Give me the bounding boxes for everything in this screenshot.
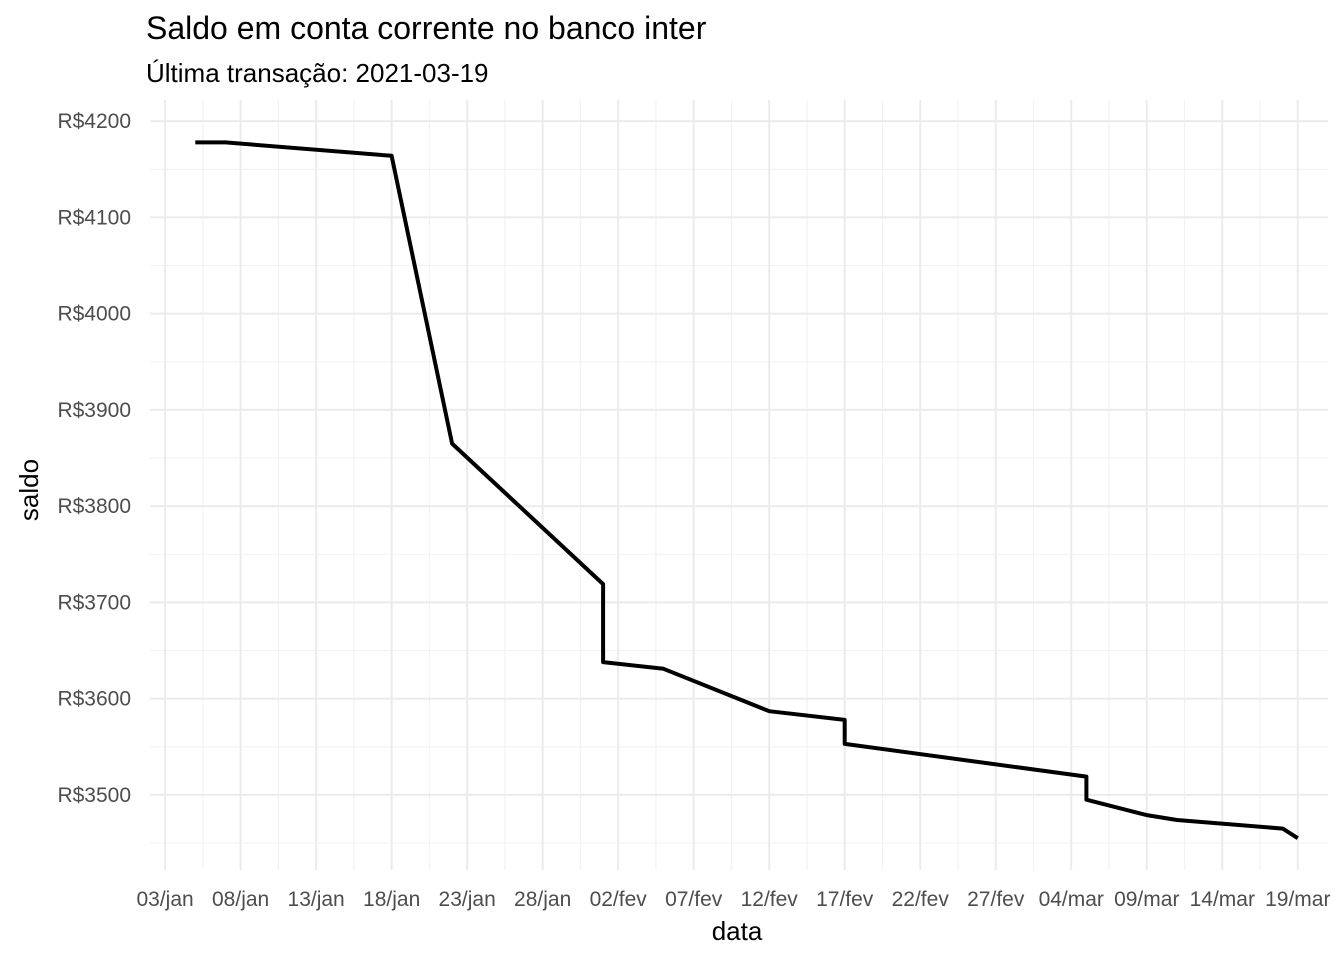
y-tick-label: R$3600 [57,688,131,711]
y-tick-label: R$3900 [57,399,131,422]
x-tick-label: 04/mar [1039,888,1104,911]
y-tick-labels: R$3500 R$3600 R$3700 R$3800 R$3900 R$4000 R$41… [57,110,131,807]
x-tick-label: 13/jan [288,888,345,911]
y-tick-label: R$4200 [57,110,131,133]
chart-title: Saldo em conta corrente no banco inter [146,10,707,46]
x-tick-label: 07/fev [665,888,723,911]
y-tick-label: R$4000 [57,303,131,326]
x-tick-labels: 03/jan 08/jan 13/jan 18/jan 23/jan 28/jan 02/f… [136,888,1330,911]
x-tick-label: 23/jan [439,888,496,911]
major-grid [150,100,1328,870]
x-tick-label: 28/jan [514,888,571,911]
series-group [195,140,1299,840]
x-tick-label: 27/fev [967,888,1025,911]
x-tick-label: 12/fev [741,888,799,911]
y-axis-title: saldo [14,459,44,521]
y-tick-label: R$3500 [57,784,131,807]
x-tick-label: 02/fev [590,888,648,911]
y-tick-label: R$4100 [57,206,131,229]
x-axis-title: data [712,916,763,946]
x-tick-label: 17/fev [816,888,874,911]
chart-subtitle: Última transação: 2021-03-19 [146,58,489,88]
balance-line [195,140,1299,840]
x-tick-label: 22/fev [892,888,950,911]
y-tick-label: R$3800 [57,495,131,518]
y-tick-label: R$3700 [57,591,131,614]
x-tick-label: 14/mar [1190,888,1255,911]
x-tick-label: 18/jan [363,888,420,911]
minor-grid [150,100,1328,870]
x-tick-label: 03/jan [136,888,193,911]
x-tick-label: 08/jan [212,888,269,911]
x-tick-label: 19/mar [1265,888,1330,911]
x-tick-label: 09/mar [1114,888,1179,911]
